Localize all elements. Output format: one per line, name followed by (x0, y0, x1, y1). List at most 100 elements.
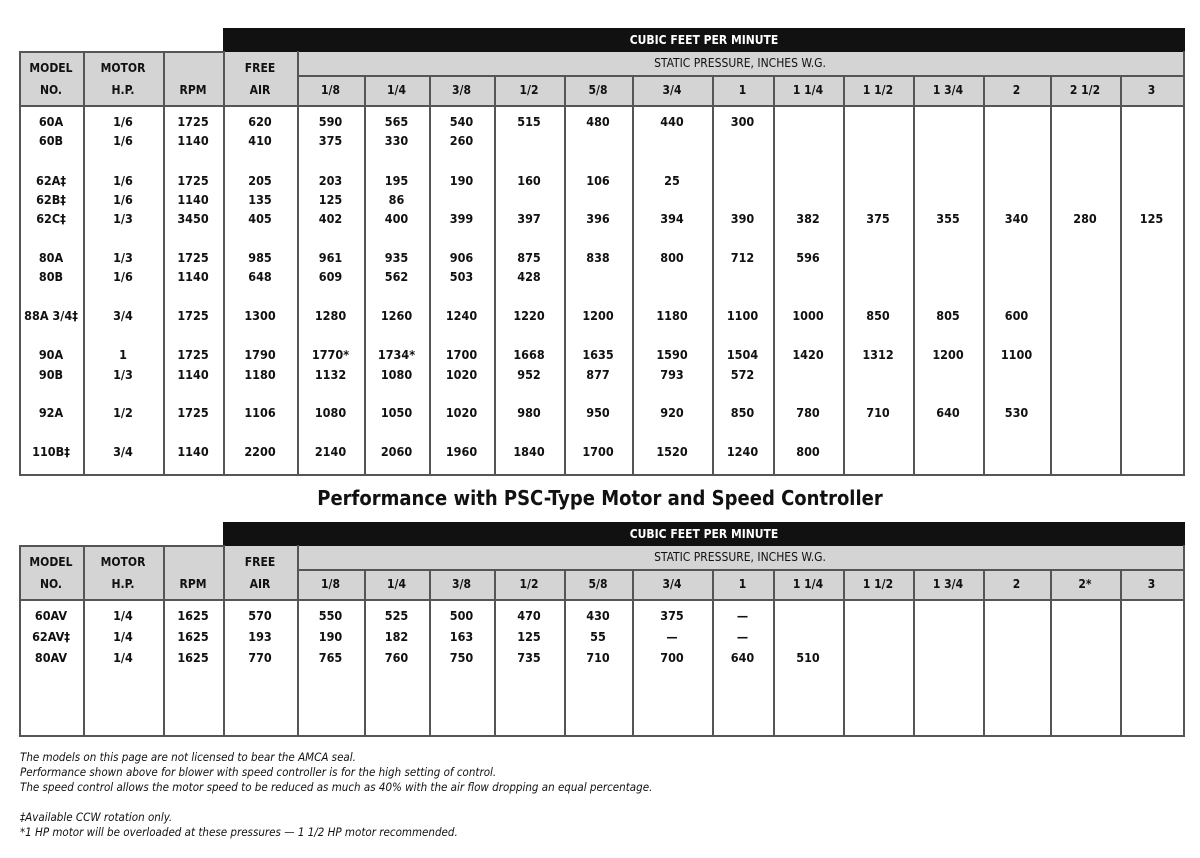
cfm-header-bar: CUBIC FEET PER MINUTE (223, 522, 1185, 546)
table-cell: 1/3 (113, 211, 133, 226)
table-cell: 1280 (314, 308, 347, 323)
column-divider (19, 51, 21, 476)
table-cell: 620 (248, 114, 272, 129)
table-cell: 106 (586, 173, 610, 188)
column-divider (1050, 569, 1052, 737)
column-divider (494, 75, 496, 476)
table-cell: 503 (449, 269, 474, 284)
table-cell: 1140 (177, 269, 209, 284)
table-cell: 850 (730, 405, 755, 420)
table-cell: 193 (248, 629, 272, 644)
column-divider (429, 569, 431, 737)
column-divider (712, 75, 714, 476)
table-cell: 2060 (380, 444, 413, 459)
table-cell: 1/3 (113, 367, 133, 382)
table-cell: 1/6 (113, 269, 133, 284)
table-cell: 648 (248, 269, 272, 284)
footnote: ‡Available CCW rotation only. (20, 810, 173, 824)
table-cell: 375 (318, 133, 343, 148)
column-divider (843, 569, 845, 737)
table-cell: 1080 (314, 405, 347, 420)
table-cell: 800 (660, 250, 684, 265)
header-background (19, 52, 1185, 105)
table-cell: 62B‡ (36, 192, 66, 207)
table-cell: 1625 (177, 629, 209, 644)
column-divider (19, 545, 21, 737)
table-cell: 1/6 (113, 114, 133, 129)
table-cell: — (736, 608, 749, 623)
table-cell: 2200 (244, 444, 276, 459)
table-cell: 260 (449, 133, 474, 148)
column-divider (364, 75, 366, 476)
table-cell: 86 (388, 192, 405, 207)
static-pressure-label: STATIC PRESSURE, INCHES W.G. (654, 550, 826, 564)
table-cell: 1020 (445, 367, 478, 382)
table-cell: 2140 (314, 444, 347, 459)
table-cell: 80AV (34, 650, 68, 665)
table-cell: 1100 (726, 308, 759, 323)
table-cell: 640 (936, 405, 960, 420)
table-cell: 735 (517, 650, 541, 665)
column-divider (564, 75, 566, 476)
table-cell: 394 (660, 211, 684, 226)
table-cell: 480 (586, 114, 610, 129)
column-header-line1: FREE (244, 61, 276, 75)
table-cell: 1/4 (113, 650, 133, 665)
table-cell: 562 (384, 269, 409, 284)
table-cell: 3/4 (113, 444, 133, 459)
column-header: 2 1/2 (1069, 83, 1101, 97)
column-divider (1120, 75, 1122, 476)
table-cell: 1725 (177, 308, 209, 323)
footnote: *1 HP motor will be overloaded at these … (20, 825, 458, 839)
table-cell: 1100 (1000, 347, 1033, 362)
column-divider (1183, 545, 1185, 737)
table-cell: 90A (38, 347, 64, 362)
column-header: 5/8 (588, 577, 608, 591)
table-cell: 1/4 (113, 629, 133, 644)
table-cell: 1725 (177, 173, 209, 188)
column-header: 1 (738, 577, 747, 591)
table-cell: 530 (1004, 405, 1029, 420)
table-cell: 163 (449, 629, 474, 644)
column-divider (297, 545, 299, 737)
table-cell: 125 (318, 192, 343, 207)
table-cell: 770 (248, 650, 272, 665)
table-cell: 1625 (177, 650, 209, 665)
table-cell: — (666, 629, 678, 644)
column-header: 5/8 (588, 83, 608, 97)
table-cell: — (736, 629, 749, 644)
table-cell: 397 (517, 211, 541, 226)
column-header: 1 1/2 (862, 83, 894, 97)
column-header: 1/2 (519, 83, 539, 97)
table-cell: 1220 (513, 308, 545, 323)
table-cell: 985 (248, 250, 272, 265)
column-header-line1: MODEL (29, 555, 73, 569)
column-divider (494, 569, 496, 737)
column-header: 1/2 (519, 577, 539, 591)
table-cell: 609 (318, 269, 343, 284)
table-cell: 572 (730, 367, 755, 382)
table-cell: 1080 (380, 367, 413, 382)
column-divider (163, 545, 165, 737)
column-divider (1050, 75, 1052, 476)
column-header: AIR (249, 83, 271, 97)
table-cell: 430 (586, 608, 610, 623)
table-cell: 92A (38, 405, 64, 420)
table-cell: 135 (248, 192, 272, 207)
table-cell: 55 (590, 629, 606, 644)
table-cell: 3/4 (113, 308, 133, 323)
footnote: The speed control allows the motor speed… (20, 780, 653, 794)
table-cell: 1/4 (113, 608, 133, 623)
table-cell: 1504 (726, 347, 759, 362)
table-cell: 1180 (656, 308, 688, 323)
static-pressure-label: STATIC PRESSURE, INCHES W.G. (654, 56, 826, 70)
column-divider (83, 545, 85, 737)
table-cell: 800 (796, 444, 820, 459)
table-cell: 1725 (177, 405, 209, 420)
column-header: RPM (179, 577, 207, 591)
column-header-line1: MOTOR (100, 61, 146, 75)
table-cell: 1/2 (113, 405, 133, 420)
column-header: 1/8 (321, 83, 340, 97)
column-header: RPM (179, 83, 207, 97)
table-cell: 1050 (380, 405, 413, 420)
